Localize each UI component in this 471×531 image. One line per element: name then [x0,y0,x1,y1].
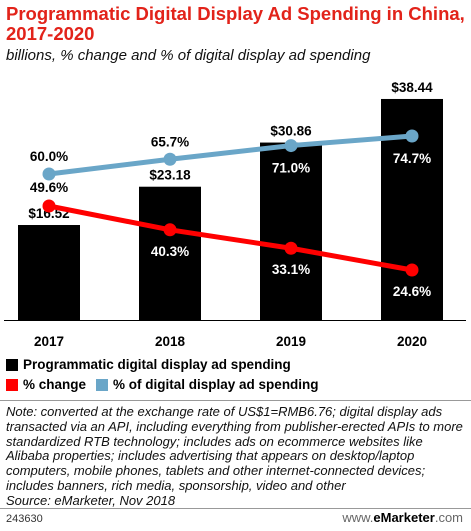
divider-top [0,400,471,401]
brand-com: .com [434,510,463,525]
chart-title: Programmatic Digital Display Ad Spending… [6,3,465,44]
x-tick-2019: 2019 [276,334,306,349]
bar-2017 [18,225,80,320]
footnote: Note: converted at the exchange rate of … [6,404,468,509]
legend-label-bars: Programmatic digital display ad spending [23,357,291,372]
legend-label-change: % change [23,377,87,392]
change-label-2019: 33.1% [272,262,310,277]
bar-label-2019: $30.86 [270,124,312,139]
point-share-2020 [405,129,419,143]
legend-lines: % change % of digital display ad spendin… [6,377,319,392]
bar-2018 [139,186,201,320]
legend-swatch-share [96,378,109,391]
legend-label-share: % of digital display ad spending [113,377,319,392]
chart-subtitle: billions, % change and % of digital disp… [6,47,371,64]
legend-bars: Programmatic digital display ad spending [6,357,291,372]
point-share-2017 [42,167,56,181]
x-tick-2018: 2018 [155,334,186,349]
change-label-2020: 24.6% [393,284,431,299]
series-line-share [46,133,415,177]
change-label-2018: 40.3% [151,244,189,259]
x-tick-2017: 2017 [34,334,64,349]
divider-bottom [0,508,471,509]
chart-id: 243630 [6,513,43,525]
point-change-2019 [284,241,298,255]
point-change-2017 [42,199,56,213]
change-label-2017: 49.6% [30,180,68,195]
share-label-2017: 60.0% [30,149,68,164]
series-line-change [46,203,415,273]
brand-www: www. [342,510,374,525]
footnote-source: Source: eMarketer, Nov 2018 [6,492,176,508]
point-change-2018 [163,223,177,237]
bar-label-2020: $38.44 [391,80,433,95]
point-change-2020 [405,263,419,277]
chart-area: 2017 2018 2019 2020$16.52$23.18$30.86$38.44… [4,80,466,349]
x-tick-2020: 2020 [397,334,427,349]
footnote-note: Note: converted at the exchange rate of … [6,404,463,493]
bar-2019 [260,142,322,320]
point-share-2019 [284,139,298,153]
point-share-2018 [163,152,177,166]
share-label-2019: 71.0% [272,161,310,176]
brand-name: eMarketer [373,510,435,525]
share-label-2020: 74.7% [393,151,431,166]
bar-label-2018: $23.18 [149,168,191,183]
legend-swatch-bars [6,358,18,371]
legend-swatch-change [6,378,18,391]
brand-logo[interactable]: www.eMarketer.com [342,510,463,525]
share-label-2018: 65.7% [151,134,189,149]
